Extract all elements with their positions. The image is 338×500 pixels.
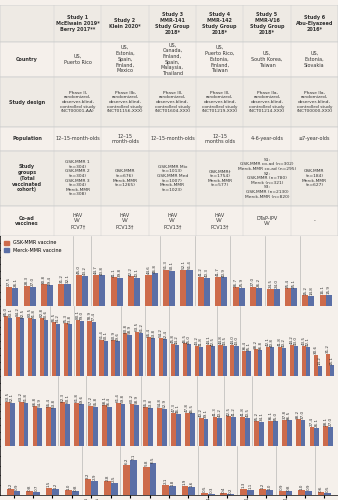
Bar [217, 418, 222, 446]
Bar [175, 345, 179, 376]
Text: US,
South Korea,
Taiwan: US, South Korea, Taiwan [251, 51, 283, 68]
Text: 30.6: 30.6 [314, 345, 318, 354]
Bar [273, 289, 280, 306]
Bar [279, 490, 286, 495]
Text: 31.2: 31.2 [59, 274, 64, 283]
Bar [330, 366, 334, 376]
Text: 40.2: 40.2 [199, 408, 203, 417]
Text: 55.8: 55.8 [93, 397, 97, 406]
Text: 0.3: 0.3 [209, 486, 213, 493]
Text: 84.2: 84.2 [16, 308, 20, 316]
Bar [65, 490, 72, 495]
Bar [111, 277, 117, 306]
Bar [302, 346, 306, 376]
Text: 81.8: 81.8 [32, 309, 36, 318]
Text: 1.1: 1.1 [248, 483, 252, 489]
Bar [308, 296, 314, 306]
Bar [256, 288, 262, 306]
Text: 37.8: 37.8 [282, 410, 286, 419]
Bar [107, 406, 112, 446]
Text: Phase IIa,
randomized,
observer-blind,
controlled study
(NCT01214-XXX): Phase IIa, randomized, observer-blind, c… [249, 91, 285, 113]
Bar [171, 413, 176, 446]
Bar [0, 128, 338, 150]
Text: 49.6: 49.6 [116, 332, 120, 340]
Bar [326, 295, 332, 306]
Text: 42.2: 42.2 [129, 267, 133, 276]
Bar [242, 350, 246, 376]
Text: 54.2: 54.2 [159, 328, 163, 338]
Text: 54.9: 54.9 [38, 398, 42, 407]
Text: 15.1: 15.1 [330, 356, 334, 364]
Text: 12–15
months olds: 12–15 months olds [204, 134, 235, 144]
Bar [65, 404, 70, 446]
Text: 41.8: 41.8 [278, 337, 282, 346]
Text: Phase IIb,
randomized,
observer-blind,
controlled study
(NCT01156-XXX): Phase IIb, randomized, observer-blind, c… [107, 91, 143, 113]
Bar [143, 466, 150, 495]
Bar [64, 324, 68, 376]
Text: 54.8: 54.8 [158, 398, 162, 407]
Text: 44.7: 44.7 [94, 265, 98, 274]
Text: 43.2: 43.2 [83, 266, 87, 275]
Text: 0.8: 0.8 [28, 484, 32, 490]
Bar [213, 417, 217, 446]
Text: 12–15
month-olds: 12–15 month-olds [111, 134, 139, 144]
Text: 74.2: 74.2 [56, 314, 60, 324]
Bar [286, 491, 292, 495]
Text: Phase III,
randomized,
observer-blind,
controlled study
(NCT01219-XXX): Phase III, randomized, observer-blind, c… [201, 91, 238, 113]
Bar [145, 275, 151, 306]
Bar [102, 406, 107, 446]
Text: 40.2: 40.2 [218, 408, 222, 417]
Bar [40, 318, 44, 376]
Text: 62.3: 62.3 [61, 392, 65, 402]
Bar [32, 406, 38, 446]
Bar [259, 422, 264, 446]
Text: GSK-MMR
(n=676)
Merck-MMR
(n=1265): GSK-MMR (n=676) Merck-MMR (n=1265) [113, 170, 138, 187]
Bar [199, 418, 203, 446]
Text: 41.2: 41.2 [199, 268, 203, 276]
Bar [88, 321, 92, 376]
Text: US,
Estonia,
Slovakia: US, Estonia, Slovakia [304, 51, 325, 68]
Bar [30, 287, 36, 306]
Legend: GSK-MMR vaccine, Merck-MMR vaccine: GSK-MMR vaccine, Merck-MMR vaccine [2, 238, 64, 255]
Text: Study design: Study design [9, 100, 45, 104]
Bar [169, 271, 175, 306]
Text: 44.0: 44.0 [231, 336, 234, 344]
Text: 37.0: 37.0 [301, 410, 305, 420]
Text: 55.4: 55.4 [147, 328, 151, 336]
Text: 85.0: 85.0 [4, 306, 8, 316]
Text: Study 5
MMR-V16
Study Group
2018*: Study 5 MMR-V16 Study Group 2018* [250, 12, 284, 34]
Bar [134, 278, 140, 306]
Bar [240, 488, 247, 495]
Text: 39.8: 39.8 [118, 268, 122, 278]
Text: 46.1: 46.1 [176, 404, 180, 413]
Text: 1.2: 1.2 [261, 482, 265, 488]
Bar [6, 286, 12, 306]
Text: 29.4: 29.4 [48, 276, 52, 284]
Text: 59.6: 59.6 [79, 394, 83, 404]
Text: 41.8: 41.8 [199, 337, 203, 346]
Bar [203, 418, 209, 446]
Bar [268, 420, 273, 446]
Text: 76.5: 76.5 [52, 312, 56, 322]
Bar [7, 489, 14, 495]
Text: 40.8: 40.8 [270, 338, 274, 346]
Text: 80.6: 80.6 [44, 310, 48, 319]
Text: 42.5: 42.5 [227, 406, 231, 416]
Bar [150, 463, 156, 495]
Text: 53.8: 53.8 [52, 398, 56, 407]
Text: 0.8: 0.8 [73, 484, 77, 490]
Text: 25.4: 25.4 [286, 278, 290, 287]
Bar [157, 408, 162, 446]
Text: 40.1: 40.1 [135, 268, 139, 277]
Bar [0, 150, 338, 206]
Bar [239, 288, 245, 306]
Text: 50.9: 50.9 [111, 330, 115, 340]
Bar [267, 289, 273, 306]
Text: 0.9: 0.9 [306, 484, 310, 490]
Bar [33, 492, 40, 495]
Bar [32, 318, 36, 376]
Text: GSK-MMR†
(n=1754)
Merck-MMR
(n=577): GSK-MMR† (n=1754) Merck-MMR (n=577) [207, 170, 232, 187]
Text: 12–15-month-olds: 12–15-month-olds [150, 136, 195, 141]
Text: 40.5: 40.5 [246, 408, 249, 417]
Bar [198, 277, 204, 306]
